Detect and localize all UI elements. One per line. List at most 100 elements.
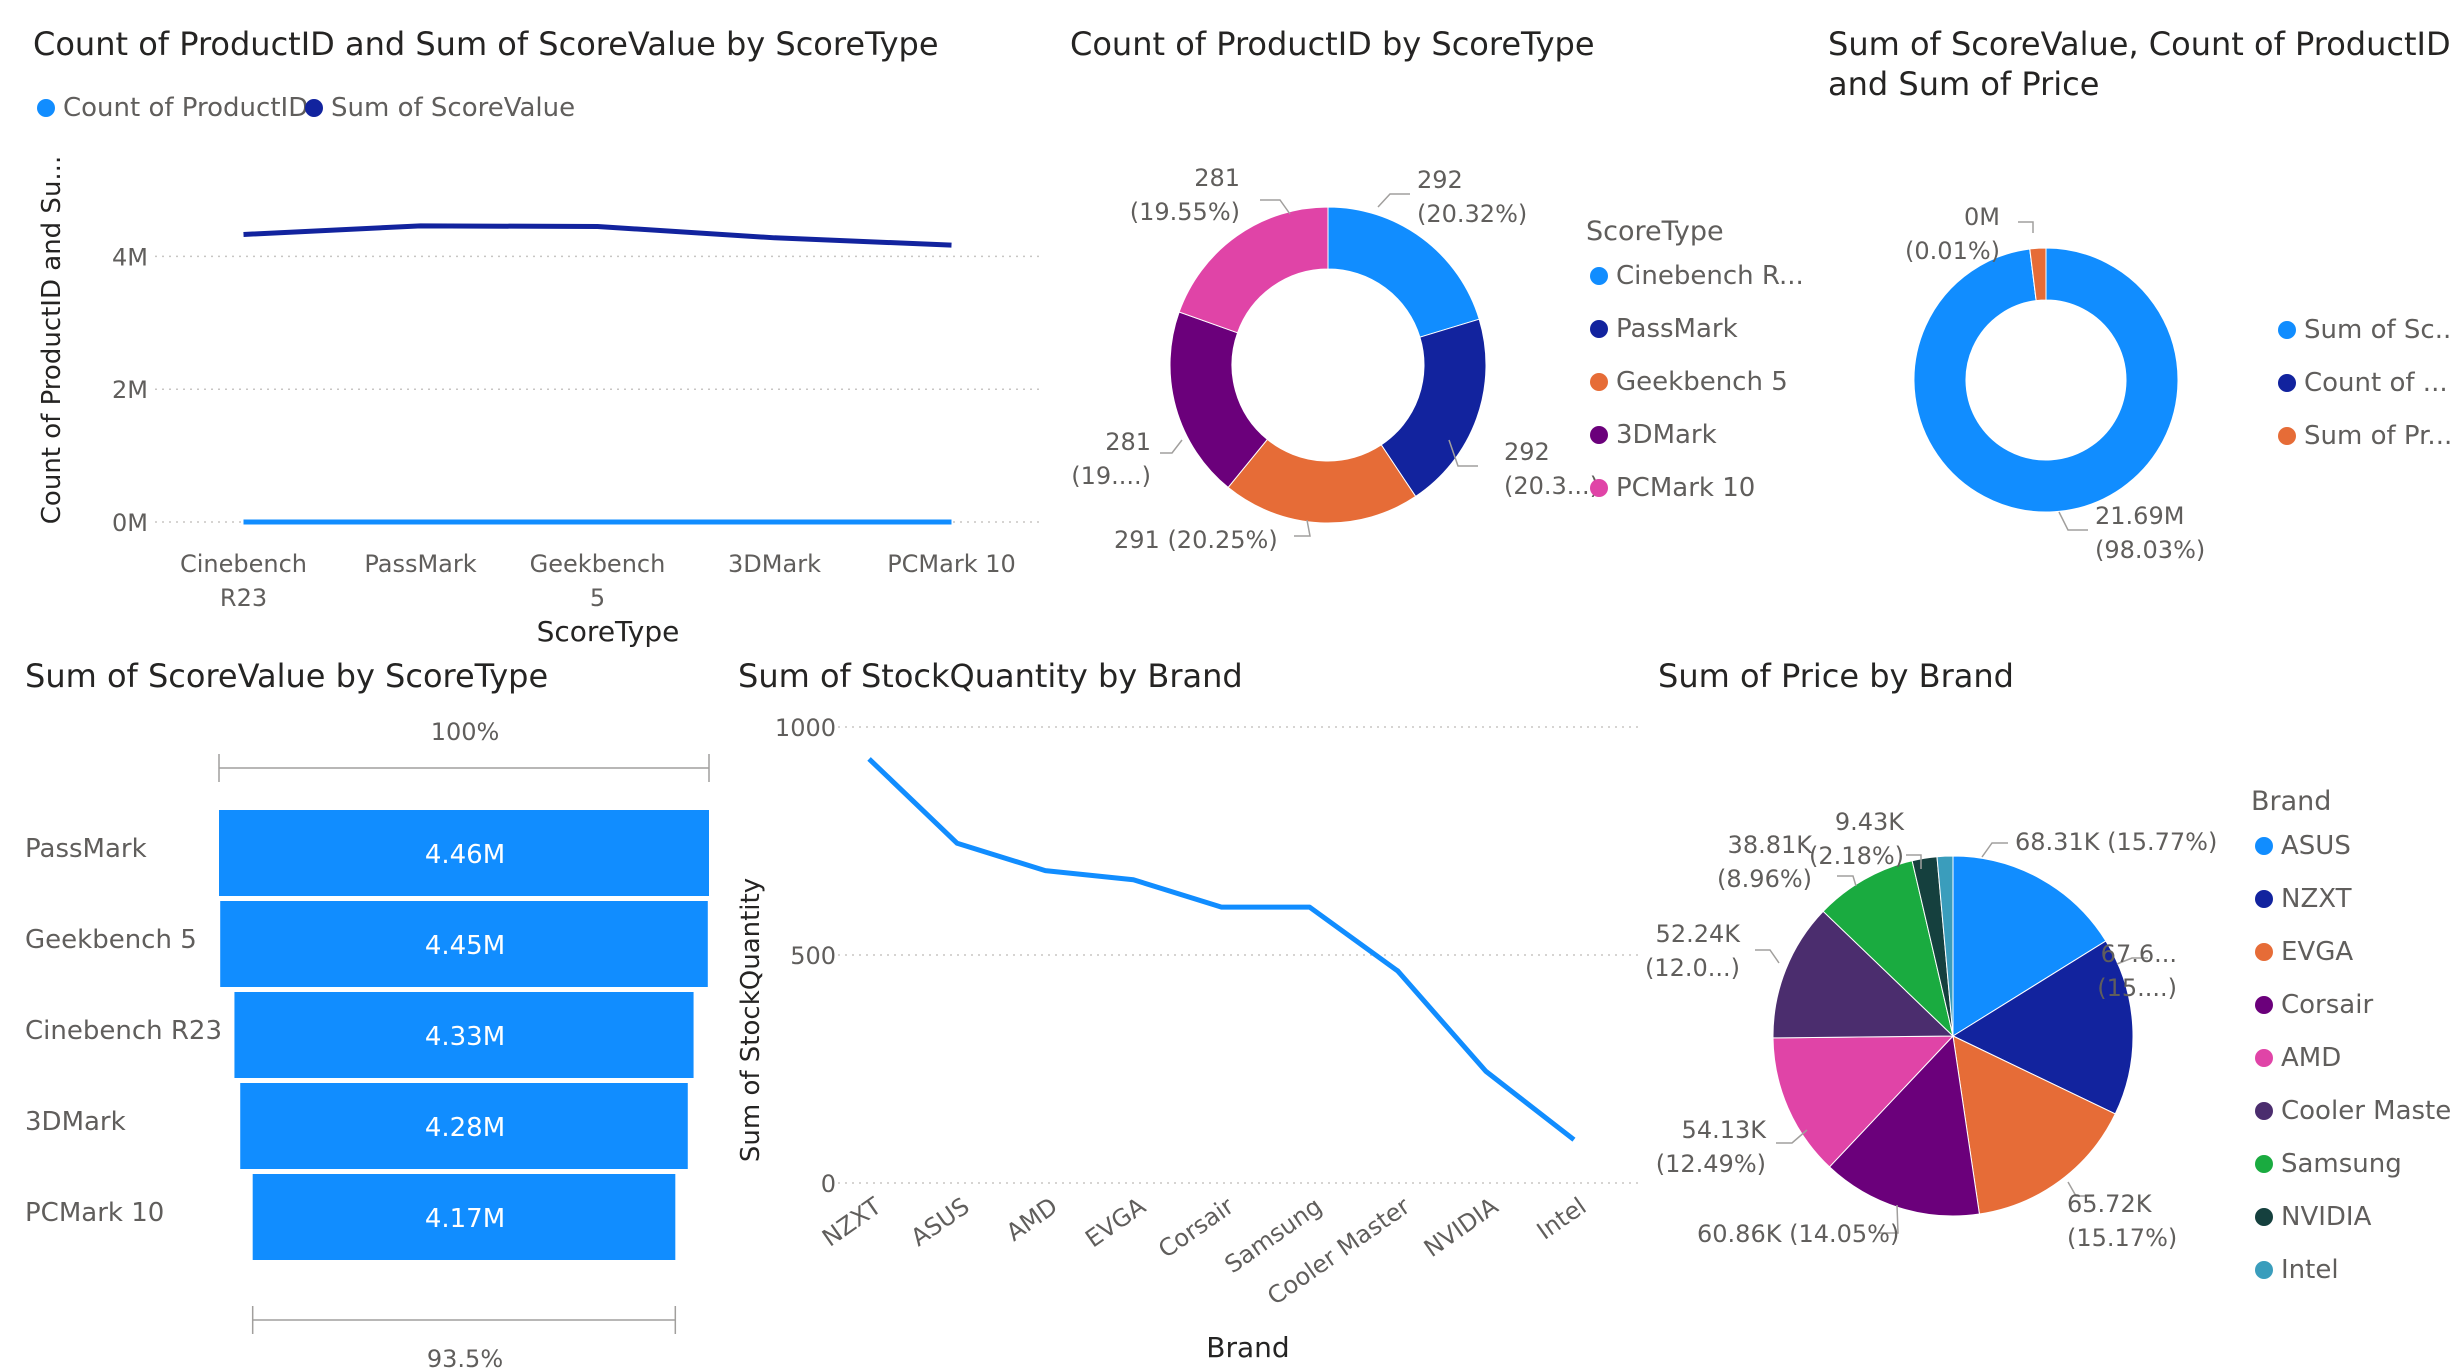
slice-samsung[interactable] xyxy=(1822,860,1954,1038)
legend-label: PCMark 10 xyxy=(1616,473,1755,503)
x-tick-label: ASUS xyxy=(906,1192,975,1252)
x-axis-label: Brand xyxy=(1206,1331,1289,1364)
chart-title: Sum of Price by Brand xyxy=(1658,657,2014,695)
legend-label: 3DMark xyxy=(1616,420,1717,450)
visual-measures-donut[interactable]: Sum of ScoreValue, Count of ProductID an… xyxy=(1820,0,2450,660)
data-label: 52.24K xyxy=(1656,920,1742,948)
data-label: (20.3...) xyxy=(1504,472,1599,500)
y-tick-label: 4M xyxy=(112,243,148,271)
data-label: 54.13K xyxy=(1682,1116,1768,1144)
visual-stockquantity-by-brand[interactable]: Sum of StockQuantity by Brand 0 500 1000 Su… xyxy=(720,650,1640,1372)
x-tick-label: 5 xyxy=(590,584,605,612)
funnel-value-label: 4.17M xyxy=(425,1204,505,1234)
funnel-value-label: 4.46M xyxy=(425,840,505,870)
funnel-bar[interactable] xyxy=(220,901,708,987)
legend-marker xyxy=(1590,373,1608,391)
visual-count-by-scoretype-donut[interactable]: Count of ProductID by ScoreType 292 (20.3… xyxy=(1060,0,1820,660)
x-tick-label: PassMark xyxy=(364,550,476,578)
slice-nzxt[interactable] xyxy=(1951,940,2134,1115)
x-tick-label: AMD xyxy=(1001,1192,1063,1247)
x-tick-label: NVIDIA xyxy=(1419,1192,1504,1263)
y-tick-label: 500 xyxy=(790,942,836,970)
legend-marker xyxy=(2255,890,2273,908)
visual-count-and-sum-by-scoretype[interactable]: Count of ProductID and Sum of ScoreValue… xyxy=(0,0,1060,660)
data-label: 65.72K xyxy=(2067,1190,2153,1218)
series-line-sum-of-scorevalue[interactable] xyxy=(243,223,952,248)
data-label: (0.01%) xyxy=(1905,237,2000,265)
legend-marker xyxy=(2278,427,2296,445)
data-label: 21.69M xyxy=(2095,502,2184,530)
funnel-category-label: 3DMark xyxy=(25,1107,126,1137)
y-tick-label: 2M xyxy=(112,376,148,404)
data-label: (12.0...) xyxy=(1645,954,1740,982)
y-tick-label: 0M xyxy=(112,509,148,537)
legend-label: PassMark xyxy=(1616,314,1738,344)
x-axis-label: ScoreType xyxy=(537,615,680,648)
legend-marker xyxy=(2255,996,2273,1014)
leader-line xyxy=(1906,854,1922,869)
funnel-category-label: Cinebench R23 xyxy=(25,1016,222,1046)
slice-intel[interactable] xyxy=(1936,855,1954,1037)
legend-marker xyxy=(1590,426,1608,444)
x-tick-label: EVGA xyxy=(1080,1192,1151,1253)
slice-sum-of-price[interactable] xyxy=(2029,247,2047,302)
data-label: 291 (20.25%) xyxy=(1114,526,1278,554)
pie-chart-svg: 68.31K (15.77%) 67.6... (15....) 65.72K (15.… xyxy=(1645,786,2450,1285)
data-label: (19.55%) xyxy=(1130,198,1240,226)
slice-amd[interactable] xyxy=(1772,1035,1955,1168)
donut-chart-svg: 292 (20.32%) 292 (20.3...) 291 (20.25%) 281 (1… xyxy=(1071,164,1804,554)
legend-label: Intel xyxy=(2281,1255,2339,1285)
slice-asus[interactable] xyxy=(1952,855,2107,1037)
x-tick-label: R23 xyxy=(220,584,267,612)
funnel-value-label: 4.45M xyxy=(425,931,505,961)
chart-title-line-1: Sum of ScoreValue, Count of ProductID xyxy=(1828,25,2450,63)
funnel-top-label: 100% xyxy=(431,718,500,746)
legend-label: ASUS xyxy=(2281,831,2351,861)
funnel-bar[interactable] xyxy=(234,992,694,1078)
x-tick-label: Cinebench xyxy=(180,550,307,578)
data-label: 0M xyxy=(1964,203,2000,231)
data-label: 292 xyxy=(1504,438,1550,466)
slice-cooler-master[interactable] xyxy=(1772,910,1955,1039)
y-tick-label: 1000 xyxy=(775,714,836,742)
data-label: (2.18%) xyxy=(1809,842,1904,870)
legend-title: ScoreType xyxy=(1586,216,1724,247)
legend-marker xyxy=(2255,1261,2273,1279)
series-line-stockquantity[interactable] xyxy=(867,757,1576,1142)
slice-evga[interactable] xyxy=(1952,1035,2116,1215)
legend-marker xyxy=(2255,1049,2273,1067)
slice-geekbench-5[interactable] xyxy=(1227,438,1417,524)
funnel-bottom-label: 93.5% xyxy=(427,1345,503,1372)
y-axis-label: Count of ProductID and Su... xyxy=(37,156,67,524)
slice-sum-of-scorevalue[interactable] xyxy=(1913,247,2179,513)
line-chart-svg: 0 500 1000 Sum of StockQuantity NZXT ASUS AMD E… xyxy=(736,714,1638,1364)
slice-pcmark-10[interactable] xyxy=(1178,206,1329,334)
slice-corsair[interactable] xyxy=(1828,1034,1980,1217)
data-label: 292 xyxy=(1417,166,1463,194)
funnel-value-label: 4.28M xyxy=(425,1113,505,1143)
legend-marker xyxy=(2255,837,2273,855)
funnel-value-label: 4.33M xyxy=(425,1022,505,1052)
leader-line xyxy=(2018,221,2034,233)
funnel-bar[interactable] xyxy=(252,1174,676,1260)
legend-marker xyxy=(1590,479,1608,497)
visual-price-by-brand-pie[interactable]: Sum of Price by Brand 68.31K (15.77%) 67.… xyxy=(1640,650,2450,1372)
legend-label: Sum of Pr... xyxy=(2304,421,2450,451)
chart-title: Count of ProductID and Sum of ScoreValue… xyxy=(33,25,939,63)
legend-marker xyxy=(1590,267,1608,285)
legend-title: Brand xyxy=(2251,786,2331,817)
legend-label: Sum of ScoreValue xyxy=(331,93,575,123)
leader-line xyxy=(1377,193,1410,208)
legend-marker xyxy=(2255,943,2273,961)
y-tick-label: 0 xyxy=(821,1170,836,1198)
legend-marker xyxy=(2278,374,2296,392)
legend-label: AMD xyxy=(2281,1043,2341,1073)
data-label: (8.96%) xyxy=(1717,865,1812,893)
x-tick-label: PCMark 10 xyxy=(887,550,1016,578)
leader-line xyxy=(1294,519,1311,537)
line-chart-svg: Count of ProductID Sum of ScoreValue 0M 2M 4… xyxy=(37,93,1040,648)
funnel-bar[interactable] xyxy=(240,1083,688,1169)
data-label: (20.32%) xyxy=(1417,200,1527,228)
funnel-bar[interactable] xyxy=(219,810,709,896)
visual-scorevalue-funnel[interactable]: Sum of ScoreValue by ScoreType 100% 4.46M… xyxy=(0,650,720,1372)
